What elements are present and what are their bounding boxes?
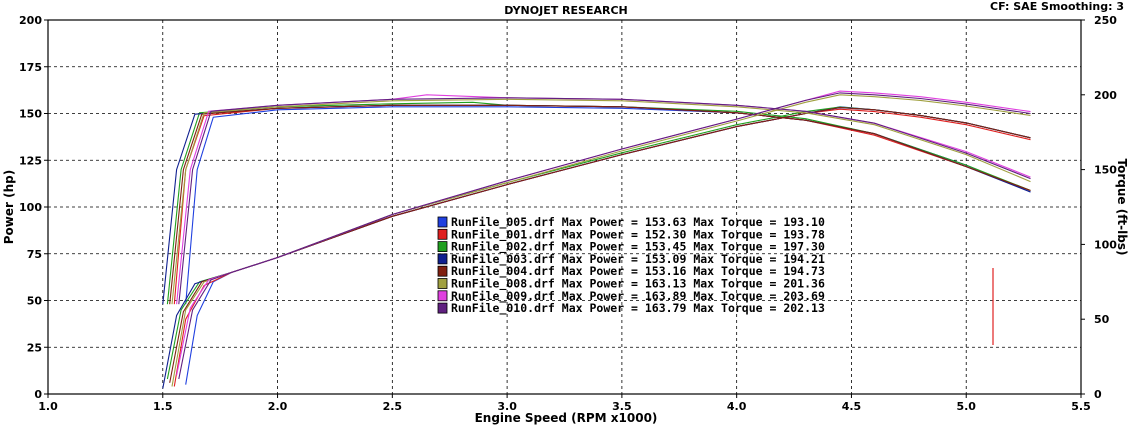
- legend-entry: RunFile_005.drf Max Power = 153.63 Max T…: [437, 215, 825, 230]
- y-right-axis-label: Torque (ft-lbs): [1115, 159, 1129, 256]
- legend-swatch: [437, 253, 448, 265]
- x-tick-label: 4.0: [727, 400, 747, 413]
- legend-swatch: [437, 216, 448, 228]
- series-lines: [162, 90, 1031, 389]
- legend-entry: RunFile_008.drf Max Power = 163.13 Max T…: [437, 277, 825, 292]
- y-left-axis-label: Power (hp): [2, 170, 16, 244]
- legend-label: RunFile_005.drf Max Power = 153.63 Max T…: [451, 215, 825, 230]
- legend: RunFile_005.drf Max Power = 153.63 Max T…: [437, 215, 825, 316]
- y-left-axis-ticks: 0 25 50 75 100 125 150 175 200: [19, 14, 48, 401]
- legend-swatch: [437, 278, 448, 289]
- y-right-tick-label: 50: [1094, 313, 1110, 326]
- chart-title: DYNOJET RESEARCH: [504, 4, 627, 17]
- legend-entry: RunFile_002.drf Max Power = 153.45 Max T…: [437, 240, 825, 255]
- x-tick-label: 3.5: [612, 400, 632, 413]
- y-right-tick-label: 150: [1094, 164, 1117, 177]
- y-left-tick-label: 125: [19, 154, 42, 167]
- x-tick-label: 1.5: [153, 400, 173, 413]
- x-tick-label: 5.5: [1071, 400, 1091, 413]
- x-axis-ticks: 1.0 1.5 2.0 2.5 3.0 3.5 4.0 4.5 5.0 5.5: [38, 394, 1091, 413]
- x-tick-label: 1.0: [38, 400, 58, 413]
- y-left-tick-label: 0: [34, 388, 42, 401]
- torque-curve: [178, 97, 1031, 305]
- y-right-tick-label: 100: [1094, 238, 1117, 251]
- x-tick-label: 2.5: [383, 400, 403, 413]
- y-right-tick-label: 200: [1094, 89, 1117, 102]
- legend-label: RunFile_002.drf Max Power = 153.45 Max T…: [451, 240, 825, 255]
- legend-entry: RunFile_003.drf Max Power = 153.09 Max T…: [437, 252, 825, 267]
- x-tick-label: 5.0: [956, 400, 976, 413]
- y-left-tick-label: 200: [19, 14, 42, 27]
- legend-swatch: [437, 241, 448, 253]
- legend-label: RunFile_004.drf Max Power = 153.16 Max T…: [451, 264, 825, 279]
- x-tick-label: 3.0: [497, 400, 517, 413]
- y-left-tick-label: 75: [27, 248, 42, 261]
- x-axis-label: Engine Speed (RPM x1000): [475, 411, 658, 425]
- legend-label: RunFile_008.drf Max Power = 163.13 Max T…: [451, 277, 825, 292]
- power-curve: [178, 92, 1031, 380]
- legend-entry: RunFile_009.drf Max Power = 163.89 Max T…: [437, 289, 825, 304]
- legend-swatch: [437, 290, 448, 302]
- legend-swatch: [437, 228, 448, 240]
- correction-factor-label: CF: SAE Smoothing: 3: [990, 0, 1124, 13]
- y-right-axis-ticks: 0 50 100 150 200 250: [1081, 14, 1117, 401]
- legend-label: RunFile_009.drf Max Power = 163.89 Max T…: [451, 289, 825, 304]
- legend-entry: RunFile_004.drf Max Power = 153.16 Max T…: [437, 264, 825, 279]
- y-left-tick-label: 100: [19, 201, 42, 214]
- legend-entry: RunFile_010.drf Max Power = 163.79 Max T…: [437, 301, 825, 316]
- x-tick-label: 4.5: [842, 400, 862, 413]
- legend-label: RunFile_003.drf Max Power = 153.09 Max T…: [451, 252, 825, 267]
- y-left-tick-label: 175: [19, 61, 42, 74]
- x-tick-label: 2.0: [268, 400, 288, 413]
- y-right-tick-label: 0: [1094, 388, 1102, 401]
- legend-label: RunFile_010.drf Max Power = 163.79 Max T…: [451, 301, 825, 316]
- y-left-tick-label: 150: [19, 108, 42, 121]
- y-left-tick-label: 50: [27, 295, 43, 308]
- legend-label: RunFile_001.drf Max Power = 152.30 Max T…: [451, 227, 825, 242]
- y-right-tick-label: 250: [1094, 14, 1117, 27]
- legend-entry: RunFile_001.drf Max Power = 152.30 Max T…: [437, 227, 825, 242]
- legend-swatch: [437, 302, 448, 314]
- torque-curve: [169, 104, 1031, 305]
- legend-swatch: [437, 265, 448, 277]
- torque-curve: [171, 98, 1031, 305]
- grid: [48, 20, 1081, 394]
- y-left-tick-label: 25: [27, 341, 42, 354]
